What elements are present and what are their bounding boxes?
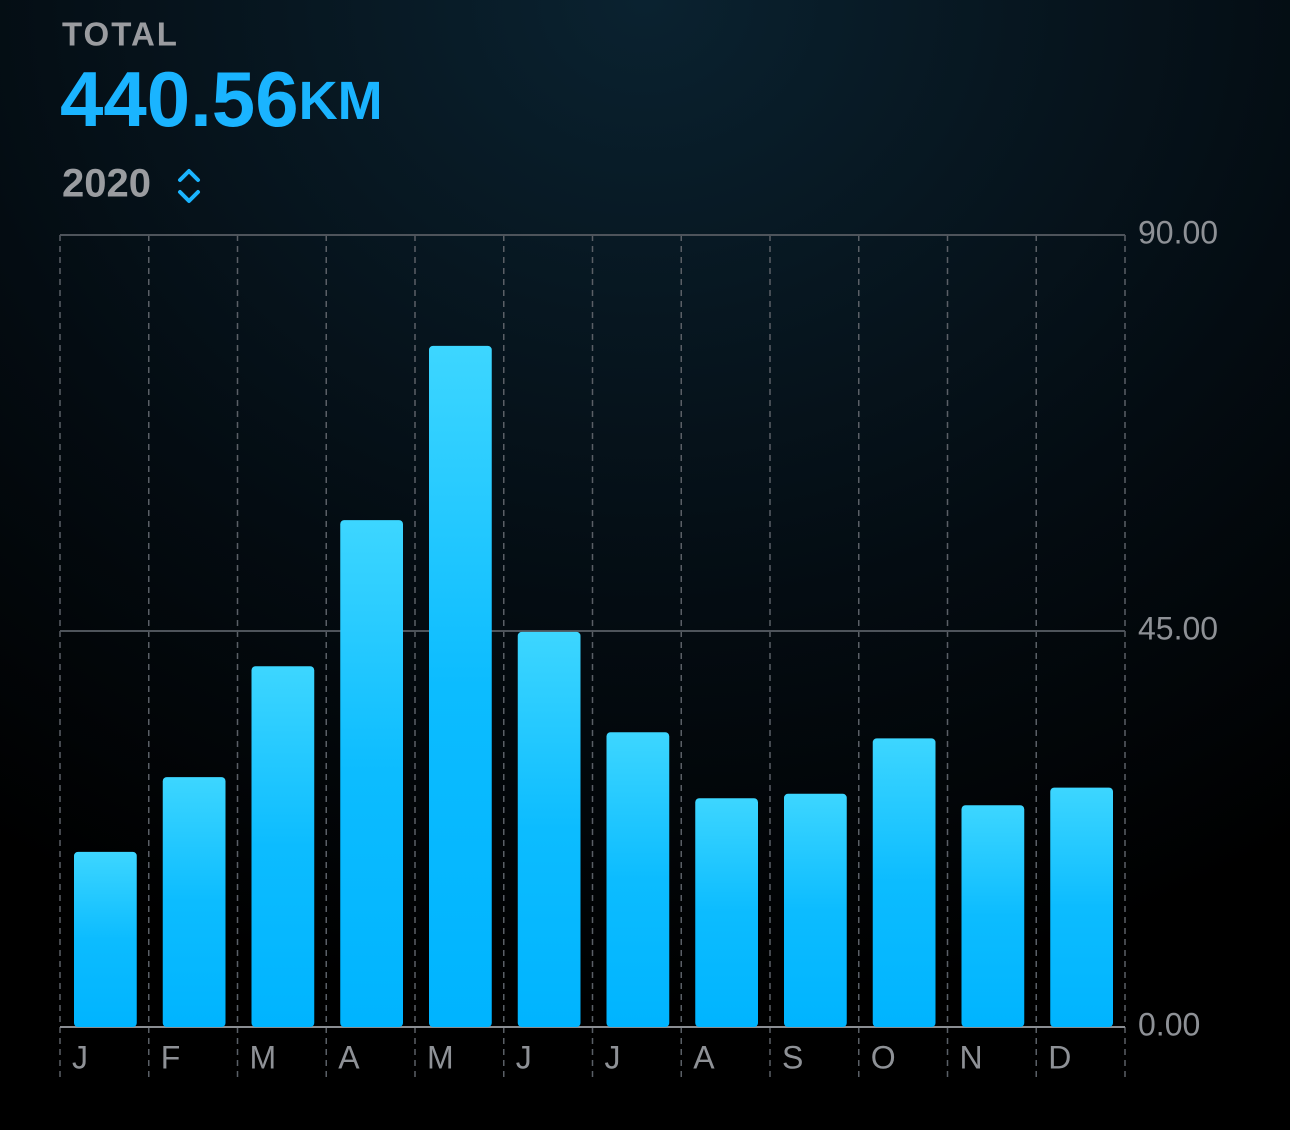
bar bbox=[162, 777, 226, 1027]
bar bbox=[340, 520, 403, 1027]
year-selector[interactable]: 2020 bbox=[62, 162, 151, 206]
y-tick-label: 0.00 bbox=[1138, 1006, 1200, 1042]
bar bbox=[872, 738, 936, 1027]
bar bbox=[429, 345, 492, 1027]
x-tick-label: J bbox=[72, 1039, 88, 1075]
total: 440.56KM bbox=[60, 55, 383, 143]
bar bbox=[695, 798, 758, 1027]
x-tick-label: S bbox=[782, 1039, 803, 1075]
title: TOTAL bbox=[62, 16, 179, 53]
total-value: 440.56 bbox=[60, 55, 299, 143]
bar bbox=[1050, 787, 1113, 1027]
bar bbox=[517, 631, 581, 1027]
x-tick-label: N bbox=[960, 1039, 983, 1075]
x-tick-label: M bbox=[250, 1039, 277, 1075]
chevron-icon[interactable] bbox=[178, 169, 200, 203]
x-tick-label: D bbox=[1048, 1039, 1071, 1075]
bar bbox=[961, 805, 1025, 1027]
x-tick-label: O bbox=[871, 1039, 896, 1075]
bar bbox=[784, 793, 847, 1027]
x-tick-label: J bbox=[605, 1039, 621, 1075]
bar bbox=[74, 851, 137, 1027]
x-tick-label: M bbox=[427, 1039, 454, 1075]
y-tick-label: 90.00 bbox=[1138, 214, 1218, 250]
y-tick-label: 45.00 bbox=[1138, 610, 1218, 646]
x-tick-label: J bbox=[516, 1039, 532, 1075]
x-tick-label: A bbox=[693, 1039, 715, 1075]
total-unit: KM bbox=[299, 71, 383, 131]
x-tick-label: A bbox=[338, 1039, 360, 1075]
bar bbox=[251, 666, 315, 1027]
bar bbox=[606, 732, 670, 1027]
x-tick-label: F bbox=[161, 1039, 181, 1075]
